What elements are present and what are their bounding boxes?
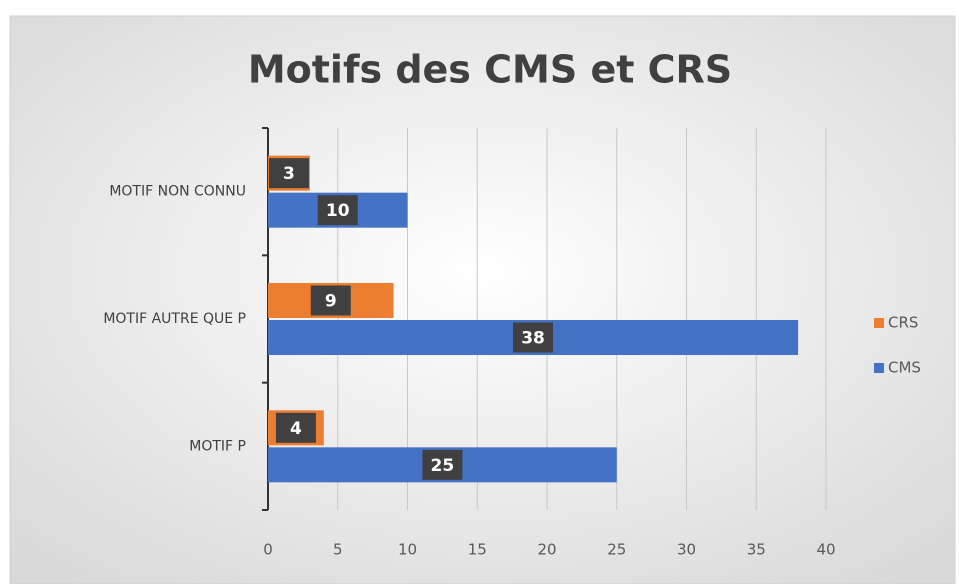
x-tick-label: 35 (747, 541, 766, 559)
data-label-box (317, 195, 358, 226)
x-tick-label: 20 (537, 541, 556, 559)
data-label-box (275, 412, 316, 443)
y-tick-label: MOTIF P (189, 438, 246, 454)
x-tick-label: 15 (468, 541, 487, 559)
data-label: 9 (325, 292, 337, 312)
x-tick-label: 40 (816, 541, 835, 559)
data-label-box (513, 322, 554, 353)
data-label: 38 (521, 329, 545, 349)
data-label: 10 (326, 201, 350, 221)
legend-label: CMS (888, 359, 921, 377)
legend-label: CRS (888, 314, 918, 332)
data-label: 3 (283, 164, 295, 184)
x-tick-label: 0 (263, 541, 273, 559)
x-tick-label: 10 (398, 541, 417, 559)
data-label: 25 (431, 456, 455, 476)
data-label: 4 (290, 419, 302, 439)
legend-swatch (874, 363, 884, 373)
x-tick-label: 25 (607, 541, 626, 559)
legend-swatch (874, 318, 884, 328)
data-label-box (268, 158, 309, 189)
chart-background (9, 15, 956, 585)
y-tick-label: MOTIF NON CONNU (109, 184, 246, 200)
chart-title: Motifs des CMS et CRS (248, 48, 732, 92)
data-label-box (310, 285, 351, 316)
x-tick-label: 5 (333, 541, 343, 559)
x-tick-label: 30 (677, 541, 696, 559)
data-label-box (422, 449, 463, 480)
y-tick-label: MOTIF AUTRE QUE P (103, 311, 246, 327)
